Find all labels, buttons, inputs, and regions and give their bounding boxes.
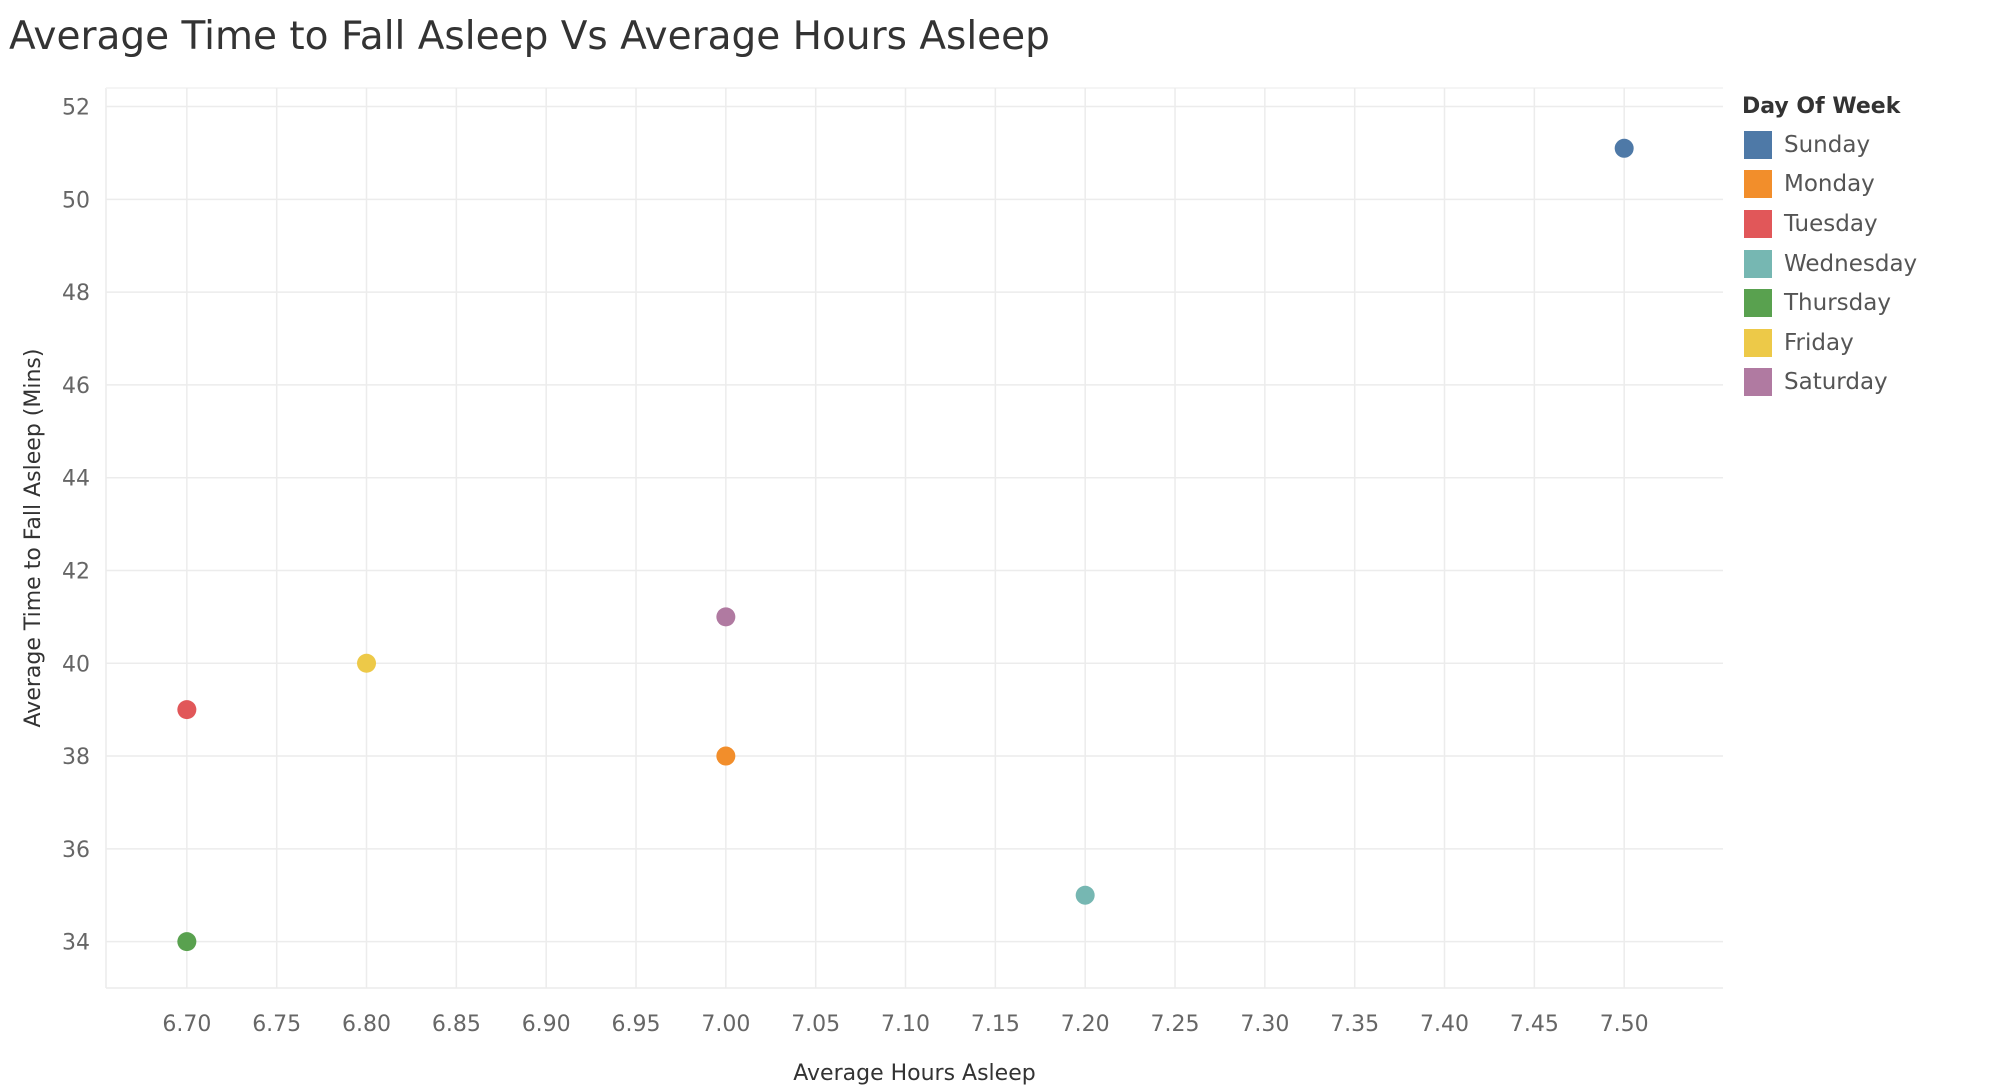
legend-item-saturday[interactable]: Saturday (1742, 363, 1917, 403)
legend-item-wednesday[interactable]: Wednesday (1742, 244, 1917, 284)
y-tick-label: 34 (62, 931, 90, 956)
y-tick-label: 38 (62, 745, 90, 770)
x-tick-label: 6.75 (252, 1012, 301, 1037)
y-tick-label: 44 (62, 467, 90, 492)
x-tick-label: 6.70 (162, 1012, 211, 1037)
x-tick-label: 7.35 (1330, 1012, 1379, 1037)
legend-item-friday[interactable]: Friday (1742, 323, 1917, 363)
data-point-friday[interactable] (357, 653, 377, 673)
legend-label: Saturday (1784, 369, 1888, 396)
x-tick-label: 7.10 (881, 1012, 930, 1037)
y-tick-label: 48 (62, 281, 90, 306)
legend-item-tuesday[interactable]: Tuesday (1742, 204, 1917, 244)
x-axis-ticks: 6.70 6.75 6.80 6.85 6.90 6.95 7.00 7.05 7.10 7.15… (162, 1012, 1648, 1037)
legend-swatch (1744, 130, 1772, 159)
legend-swatch (1744, 328, 1772, 357)
legend-swatch (1744, 289, 1772, 318)
x-tick-label: 7.30 (1240, 1012, 1289, 1037)
legend-title: Day Of Week (1742, 94, 1901, 119)
x-tick-label: 6.90 (522, 1012, 571, 1037)
y-tick-label: 36 (62, 838, 90, 863)
x-tick-label: 7.25 (1151, 1012, 1200, 1037)
legend: Day Of Week Sunday Monday Tuesday Wednesday… (1742, 94, 1917, 402)
legend-label: Monday (1784, 171, 1875, 198)
x-tick-label: 6.85 (432, 1012, 481, 1037)
y-tick-label: 42 (62, 559, 90, 584)
x-tick-label: 6.95 (612, 1012, 661, 1037)
data-point-monday[interactable] (716, 746, 736, 766)
y-tick-label: 52 (62, 96, 90, 121)
legend-item-monday[interactable]: Monday (1742, 165, 1917, 205)
data-point-thursday[interactable] (177, 932, 197, 952)
legend-label: Sunday (1784, 131, 1871, 158)
legend-swatch (1744, 170, 1772, 199)
x-tick-label: 7.20 (1061, 1012, 1110, 1037)
y-tick-label: 40 (62, 652, 90, 677)
chart-title: Average Time to Fall Asleep Vs Average H… (9, 14, 1050, 59)
data-point-sunday[interactable] (1614, 138, 1634, 158)
y-axis-ticks: 34 36 38 40 42 44 46 48 50 52 (62, 96, 90, 956)
data-points (177, 138, 1634, 952)
legend-item-thursday[interactable]: Thursday (1742, 283, 1917, 323)
legend-swatch (1744, 249, 1772, 278)
x-axis-title: Average Hours Asleep (793, 1061, 1035, 1086)
legend-items: Sunday Monday Tuesday Wednesday Thursday Frid… (1742, 125, 1917, 402)
x-tick-label: 7.45 (1510, 1012, 1559, 1037)
x-tick-label: 7.50 (1600, 1012, 1649, 1037)
x-tick-label: 6.80 (342, 1012, 391, 1037)
legend-label: Tuesday (1784, 210, 1878, 237)
x-tick-label: 7.05 (791, 1012, 840, 1037)
legend-item-sunday[interactable]: Sunday (1742, 125, 1917, 165)
y-tick-label: 50 (62, 188, 90, 213)
y-tick-label: 46 (62, 374, 90, 399)
legend-label: Wednesday (1784, 250, 1918, 277)
x-tick-label: 7.40 (1420, 1012, 1469, 1037)
x-tick-label: 7.15 (971, 1012, 1020, 1037)
legend-swatch (1744, 368, 1772, 397)
legend-label: Thursday (1784, 290, 1891, 317)
data-point-saturday[interactable] (716, 607, 736, 627)
y-axis-title: Average Time to Fall Asleep (Mins) (21, 349, 46, 728)
x-tick-label: 7.00 (701, 1012, 750, 1037)
gridlines (105, 87, 1723, 989)
legend-swatch (1744, 209, 1772, 238)
data-point-wednesday[interactable] (1075, 885, 1095, 905)
legend-label: Friday (1784, 329, 1854, 356)
data-point-tuesday[interactable] (177, 700, 197, 720)
